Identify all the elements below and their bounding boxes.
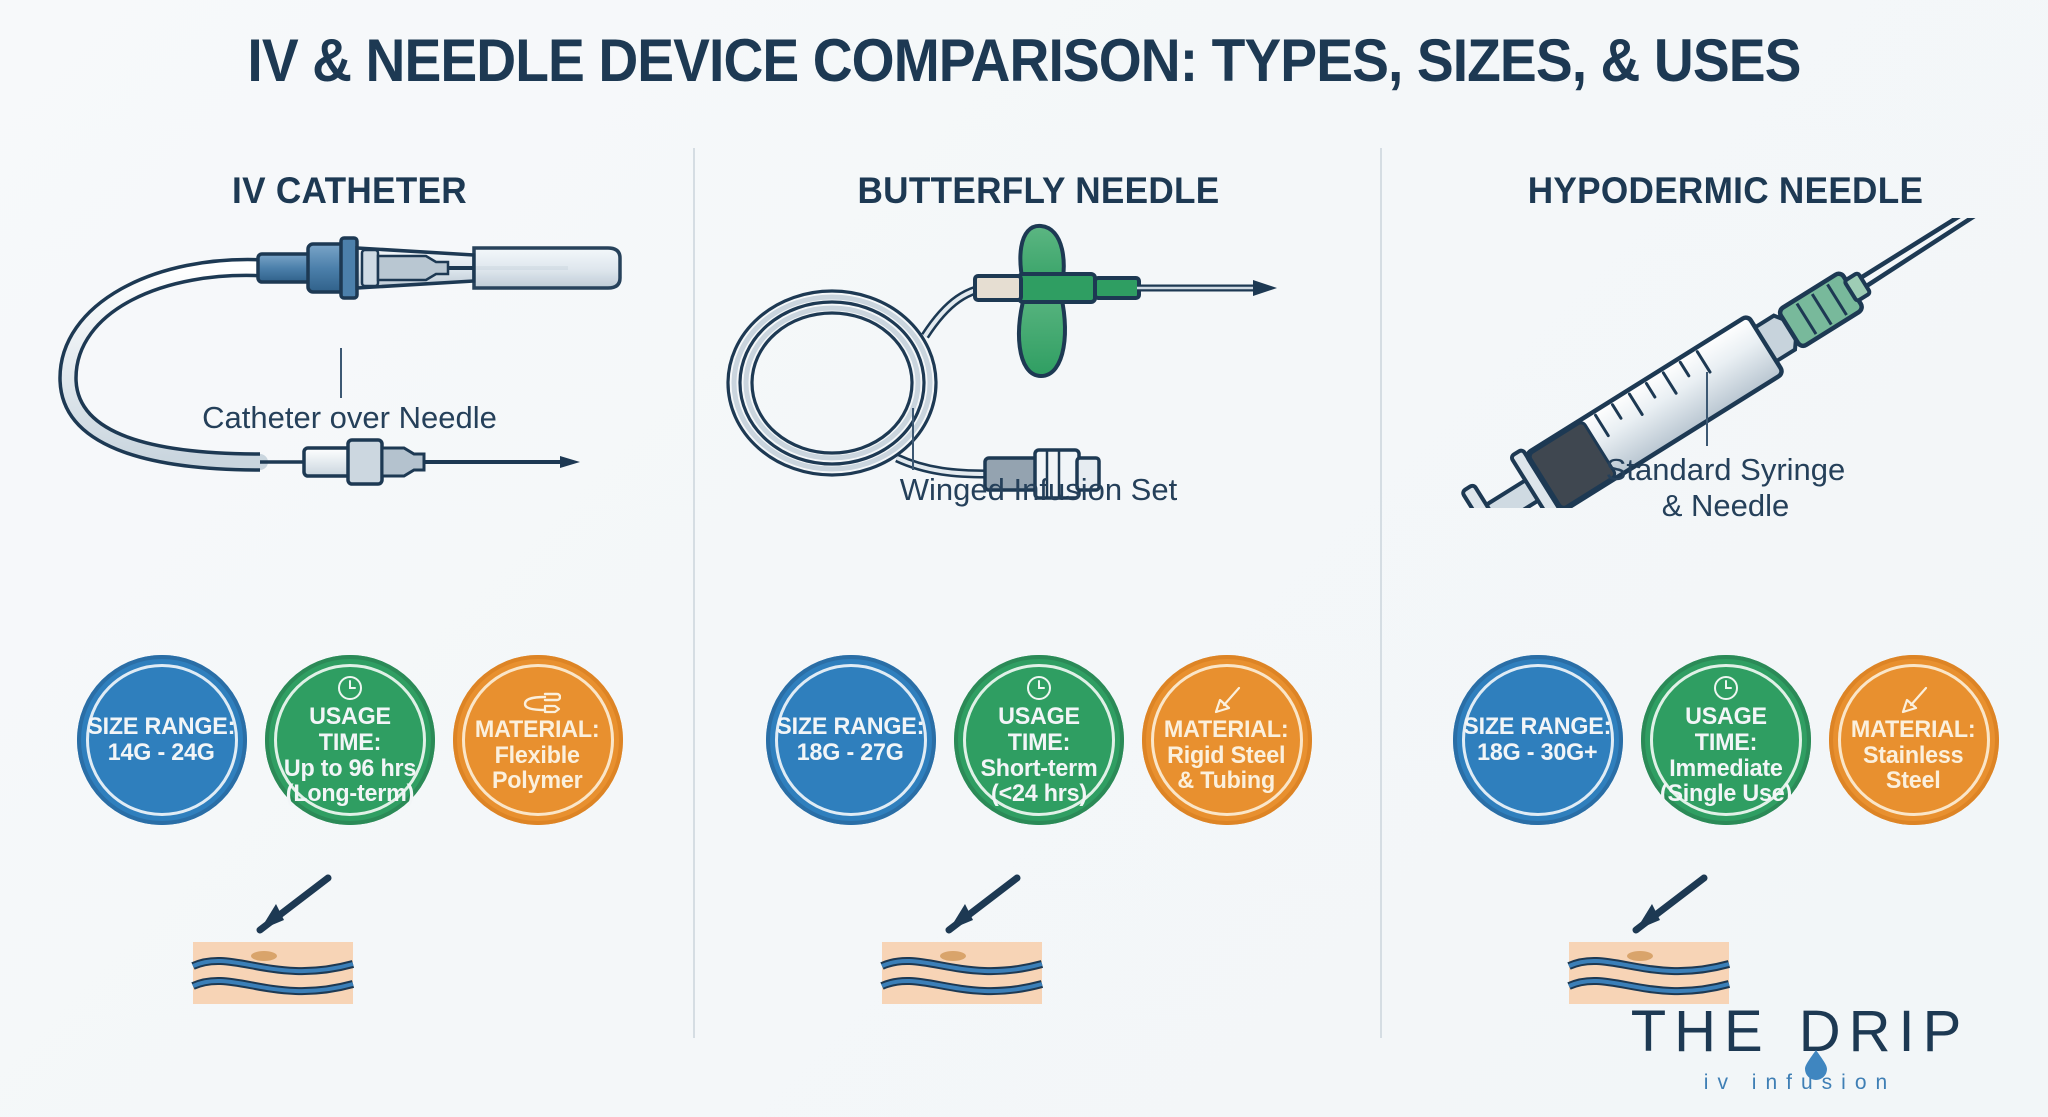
badge-label: USAGE TIME: Immediate (Single Use) bbox=[1659, 702, 1792, 808]
column-butterfly-needle: BUTTERFLY NEEDLE bbox=[697, 0, 1380, 1117]
annotation-label: Winged Infusion Set bbox=[899, 472, 1178, 507]
column-hypodermic-needle: HYPODERMIC NEEDLE bbox=[1384, 0, 2048, 1117]
badge-group: SIZE RANGE: 14G - 24G USAGE TIME: Up to … bbox=[8, 655, 691, 845]
logo-word-drip: DRIP bbox=[1798, 999, 1970, 1064]
column-divider-1 bbox=[693, 148, 695, 1038]
page-title: IV & NEEDLE DEVICE COMPARISON: TYPES, SI… bbox=[247, 27, 1801, 94]
badge-label: USAGE TIME: Short-term (<24 hrs) bbox=[979, 702, 1098, 808]
logo-word-the: THE bbox=[1630, 999, 1771, 1064]
badge-label: SIZE RANGE: 14G - 24G bbox=[87, 713, 236, 766]
logo-tagline: iv infusion bbox=[1703, 1071, 1897, 1094]
iv-catheter-illustration bbox=[8, 218, 691, 508]
clock-icon bbox=[336, 673, 364, 703]
badge-label: MATERIAL: Flexible Polymer bbox=[475, 715, 600, 795]
annotation-label: Standard Syringe & Needle bbox=[1605, 452, 1846, 523]
badge-label: MATERIAL: Stainless Steel bbox=[1851, 715, 1976, 795]
badge-label: SIZE RANGE: 18G - 27G bbox=[776, 713, 925, 766]
badge-group: SIZE RANGE: 18G - 30G+ USAGE TIME: Immed… bbox=[1384, 655, 2048, 845]
badge-size-range[interactable]: SIZE RANGE: 18G - 30G+ bbox=[1452, 655, 1623, 825]
badge-size-range[interactable]: SIZE RANGE: 14G - 24G bbox=[76, 655, 247, 825]
column-iv-catheter: IV CATHETER bbox=[8, 0, 691, 1117]
annotation-leader-line bbox=[340, 348, 342, 398]
badge-label: USAGE TIME: Up to 96 hrs (Long-term) bbox=[283, 702, 416, 808]
badge-usage-time[interactable]: USAGE TIME: Immediate (Single Use) bbox=[1640, 655, 1811, 825]
butterfly-needle-illustration bbox=[697, 218, 1380, 508]
clock-icon bbox=[1712, 673, 1740, 703]
clock-icon bbox=[1025, 673, 1053, 703]
badge-usage-time[interactable]: USAGE TIME: Short-term (<24 hrs) bbox=[953, 655, 1124, 825]
needle-icon bbox=[1897, 686, 1931, 716]
badge-usage-time[interactable]: USAGE TIME: Up to 96 hrs (Long-term) bbox=[264, 655, 435, 825]
annotation-leader-line bbox=[1706, 372, 1708, 446]
badge-material[interactable]: MATERIAL: Flexible Polymer bbox=[452, 655, 623, 825]
column-heading: IV CATHETER bbox=[232, 170, 467, 211]
column-divider-2 bbox=[1380, 148, 1382, 1038]
needle-icon bbox=[1210, 686, 1244, 716]
logo-wordmark: THE DRIP bbox=[1600, 999, 2000, 1080]
brand-logo: THE DRIP iv infusion bbox=[1600, 1003, 2000, 1095]
badge-label: MATERIAL: Rigid Steel & Tubing bbox=[1164, 715, 1289, 795]
badge-group: SIZE RANGE: 18G - 27G USAGE TIME: Short-… bbox=[697, 655, 1380, 845]
badge-material[interactable]: MATERIAL: Stainless Steel bbox=[1828, 655, 1999, 825]
badge-material[interactable]: MATERIAL: Rigid Steel & Tubing bbox=[1141, 655, 1312, 825]
skin-vein-insertion-diagram bbox=[697, 868, 1380, 1028]
skin-vein-insertion-diagram bbox=[1384, 868, 2048, 1028]
skin-vein-insertion-diagram bbox=[8, 868, 691, 1028]
column-heading: BUTTERFLY NEEDLE bbox=[857, 170, 1220, 211]
badge-label: SIZE RANGE: 18G - 30G+ bbox=[1463, 713, 1612, 766]
badge-size-range[interactable]: SIZE RANGE: 18G - 27G bbox=[765, 655, 936, 825]
annotation-leader-line bbox=[912, 408, 914, 470]
column-heading: HYPODERMIC NEEDLE bbox=[1527, 170, 1924, 211]
annotation-label: Catheter over Needle bbox=[202, 400, 497, 435]
catheter-icon bbox=[515, 686, 561, 716]
